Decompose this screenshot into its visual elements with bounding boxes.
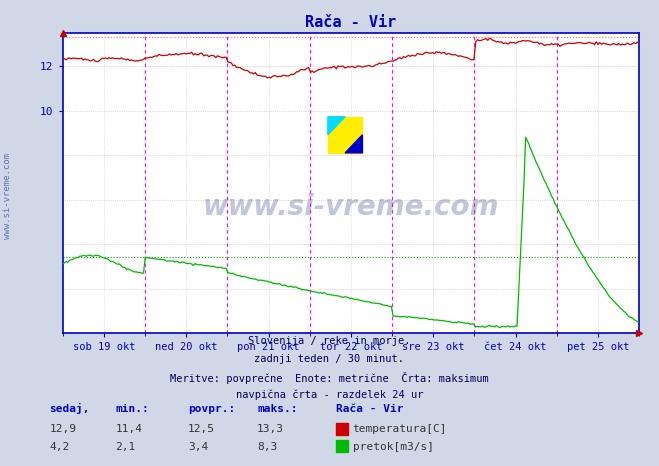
Text: maks.:: maks.: — [257, 404, 297, 414]
Text: 11,4: 11,4 — [115, 425, 142, 434]
Text: temperatura[C]: temperatura[C] — [353, 425, 447, 434]
Text: povpr.:: povpr.: — [188, 404, 235, 414]
Polygon shape — [328, 117, 345, 135]
Text: www.si-vreme.com: www.si-vreme.com — [203, 193, 499, 221]
Text: www.si-vreme.com: www.si-vreme.com — [3, 153, 13, 239]
Text: 12,9: 12,9 — [49, 425, 76, 434]
Text: zadnji teden / 30 minut.: zadnji teden / 30 minut. — [254, 354, 405, 364]
Text: Rača - Vir: Rača - Vir — [336, 404, 403, 414]
Text: 8,3: 8,3 — [257, 442, 277, 452]
Bar — [328, 117, 362, 153]
Title: Rača - Vir: Rača - Vir — [305, 15, 397, 30]
Text: Meritve: povprečne  Enote: metrične  Črta: maksimum: Meritve: povprečne Enote: metrične Črta:… — [170, 372, 489, 384]
Text: sedaj,: sedaj, — [49, 404, 90, 414]
Text: navpična črta - razdelek 24 ur: navpična črta - razdelek 24 ur — [236, 390, 423, 400]
Text: 3,4: 3,4 — [188, 442, 208, 452]
Text: 4,2: 4,2 — [49, 442, 70, 452]
Text: 2,1: 2,1 — [115, 442, 136, 452]
Text: 13,3: 13,3 — [257, 425, 284, 434]
Text: pretok[m3/s]: pretok[m3/s] — [353, 442, 434, 452]
Polygon shape — [345, 135, 362, 153]
Text: min.:: min.: — [115, 404, 149, 414]
Text: 12,5: 12,5 — [188, 425, 215, 434]
Text: Slovenija / reke in morje.: Slovenija / reke in morje. — [248, 336, 411, 346]
